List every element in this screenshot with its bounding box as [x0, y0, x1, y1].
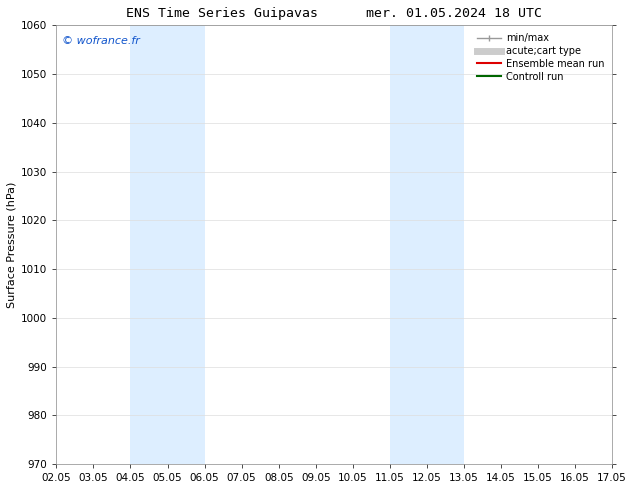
- Text: © wofrance.fr: © wofrance.fr: [62, 36, 140, 46]
- Bar: [131, 25, 205, 464]
- Title: ENS Time Series Guipavas      mer. 01.05.2024 18 UTC: ENS Time Series Guipavas mer. 01.05.2024…: [126, 7, 542, 20]
- Bar: [390, 25, 464, 464]
- Y-axis label: Surface Pressure (hPa): Surface Pressure (hPa): [7, 181, 17, 308]
- Legend: min/max, acute;cart type, Ensemble mean run, Controll run: min/max, acute;cart type, Ensemble mean …: [474, 30, 607, 85]
